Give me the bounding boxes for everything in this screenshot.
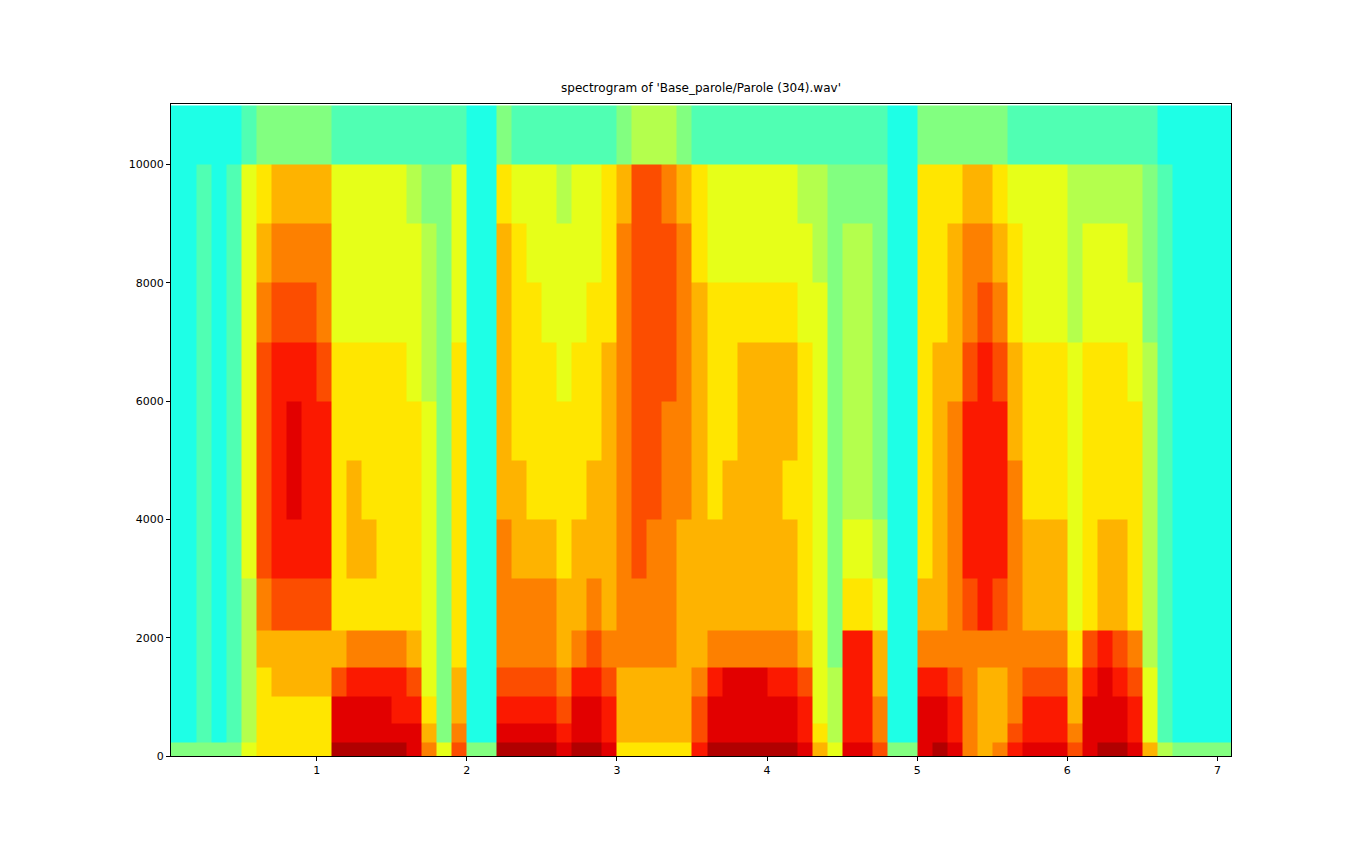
- svg-text:2: 2: [463, 764, 470, 777]
- svg-text:6: 6: [1064, 764, 1071, 777]
- svg-text:4000: 4000: [136, 513, 164, 526]
- svg-text:1: 1: [313, 764, 320, 777]
- svg-text:7: 7: [1214, 764, 1221, 777]
- svg-text:5: 5: [914, 764, 921, 777]
- svg-text:8000: 8000: [136, 277, 164, 290]
- svg-text:spectrogram of 'Base_parole/Pa: spectrogram of 'Base_parole/Parole (304)…: [561, 81, 841, 95]
- svg-text:6000: 6000: [136, 395, 164, 408]
- svg-text:2000: 2000: [136, 632, 164, 645]
- svg-text:0: 0: [157, 750, 164, 763]
- svg-text:10000: 10000: [129, 158, 164, 171]
- svg-text:3: 3: [613, 764, 620, 777]
- svg-text:4: 4: [764, 764, 771, 777]
